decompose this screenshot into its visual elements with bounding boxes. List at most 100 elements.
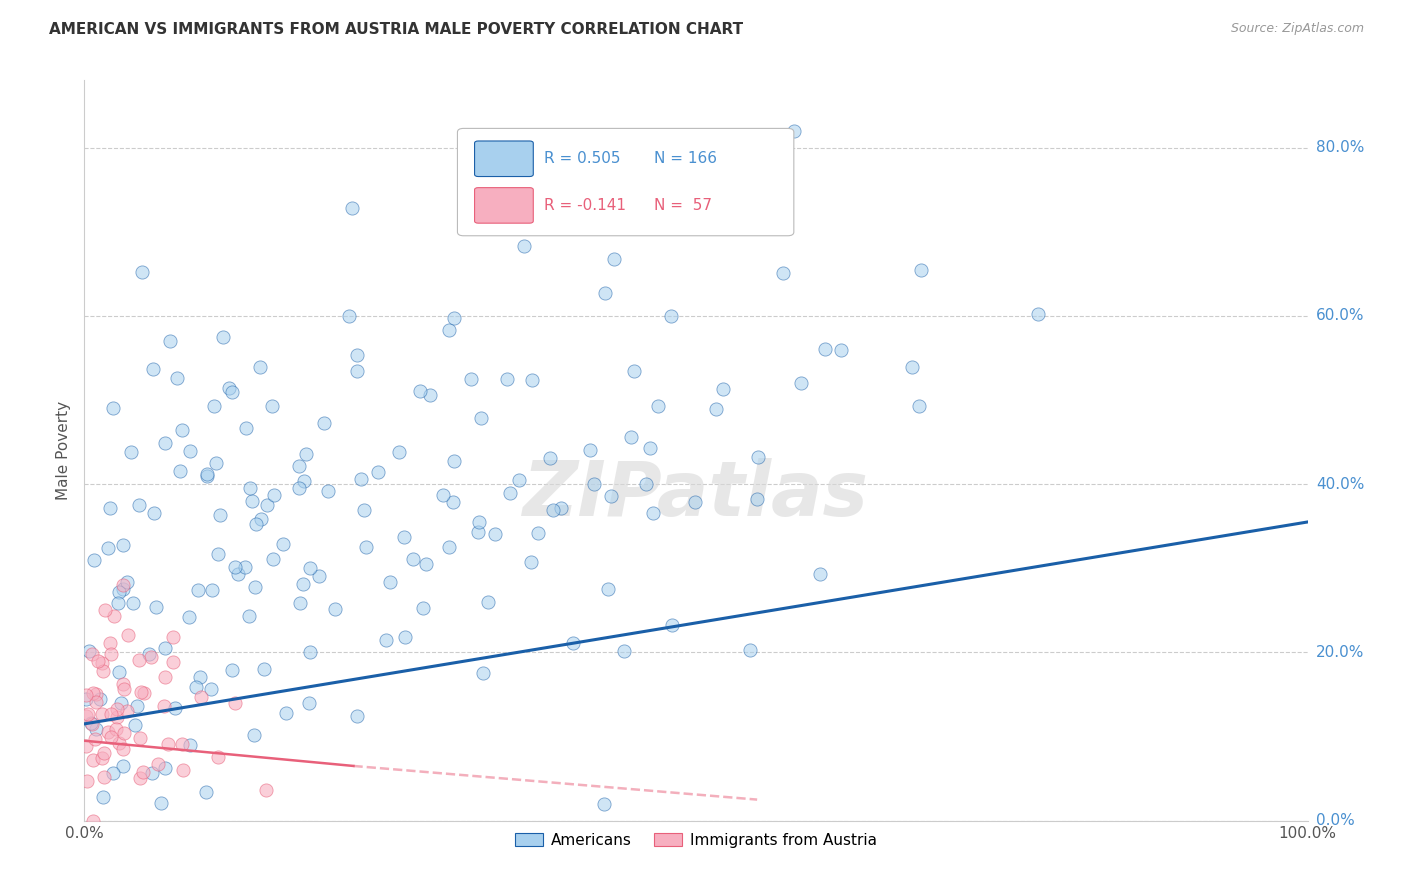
FancyBboxPatch shape	[457, 128, 794, 235]
Point	[224, 560, 246, 574]
Legend: Americans, Immigrants from Austria: Americans, Immigrants from Austria	[509, 826, 883, 854]
Point	[412, 601, 434, 615]
Point	[104, 722, 127, 736]
Point	[443, 311, 465, 326]
Point	[75, 689, 97, 703]
Point	[142, 507, 165, 521]
Point	[901, 360, 924, 375]
Point	[184, 680, 207, 694]
Point	[240, 494, 263, 508]
Point	[76, 773, 98, 788]
Text: N = 166: N = 166	[654, 152, 717, 166]
Point	[402, 552, 425, 566]
Point	[153, 699, 176, 714]
Point	[108, 585, 131, 599]
Point	[128, 498, 150, 512]
Point	[187, 582, 209, 597]
Point	[162, 655, 184, 669]
Point	[179, 444, 201, 458]
Point	[110, 696, 132, 710]
Point	[747, 450, 769, 465]
Point	[98, 501, 121, 516]
Point	[287, 481, 309, 495]
Point	[103, 608, 125, 623]
Point	[522, 209, 544, 223]
Point	[340, 201, 363, 215]
Point	[346, 364, 368, 378]
Point	[287, 458, 309, 473]
Point	[211, 330, 233, 344]
FancyBboxPatch shape	[475, 187, 533, 223]
Point	[155, 761, 177, 775]
Point	[112, 682, 135, 697]
Point	[513, 239, 536, 253]
Point	[204, 456, 226, 470]
Point	[467, 524, 489, 539]
Point	[468, 515, 491, 529]
Point	[292, 474, 315, 488]
Point	[262, 551, 284, 566]
Point	[312, 417, 335, 431]
Point	[108, 665, 131, 680]
Point	[659, 309, 682, 323]
Point	[498, 485, 520, 500]
Point	[142, 362, 165, 376]
Point	[908, 399, 931, 413]
Point	[226, 566, 249, 581]
Point	[683, 495, 706, 509]
Point	[172, 423, 194, 437]
Point	[910, 263, 932, 277]
Point	[550, 501, 572, 516]
Point	[538, 450, 561, 465]
Point	[218, 381, 240, 395]
Point	[350, 473, 373, 487]
Point	[125, 699, 148, 714]
Point	[149, 796, 172, 810]
Point	[97, 541, 120, 556]
Point	[89, 692, 111, 706]
Point	[83, 552, 105, 566]
Point	[124, 718, 146, 732]
Point	[620, 430, 643, 444]
Point	[541, 503, 564, 517]
Point	[84, 722, 107, 736]
Point	[439, 322, 461, 336]
Point	[814, 342, 837, 356]
Point	[115, 704, 138, 718]
Point	[115, 574, 138, 589]
Point	[298, 561, 321, 575]
Point	[82, 685, 104, 699]
Point	[308, 569, 330, 583]
Point	[254, 783, 277, 797]
Point	[155, 670, 177, 684]
Point	[288, 596, 311, 610]
Point	[122, 596, 145, 610]
Point	[224, 696, 246, 710]
Point	[579, 443, 602, 458]
Point	[195, 467, 218, 481]
Point	[80, 716, 103, 731]
Point	[120, 445, 142, 459]
Point	[84, 695, 107, 709]
Y-axis label: Male Poverty: Male Poverty	[56, 401, 72, 500]
Point	[316, 484, 339, 499]
Point	[603, 252, 626, 266]
Point	[77, 644, 100, 658]
Point	[200, 682, 222, 697]
Point	[661, 617, 683, 632]
Point	[441, 495, 464, 509]
Point	[84, 731, 107, 746]
Point	[190, 670, 212, 684]
Point	[374, 632, 396, 647]
Point	[387, 445, 409, 459]
Point	[245, 580, 267, 594]
Point	[484, 527, 506, 541]
Text: 20.0%: 20.0%	[1316, 645, 1364, 660]
Point	[772, 266, 794, 280]
Point	[830, 343, 852, 357]
Point	[93, 770, 115, 784]
FancyBboxPatch shape	[475, 141, 533, 177]
Point	[613, 644, 636, 658]
Point	[460, 372, 482, 386]
Point	[195, 469, 218, 483]
